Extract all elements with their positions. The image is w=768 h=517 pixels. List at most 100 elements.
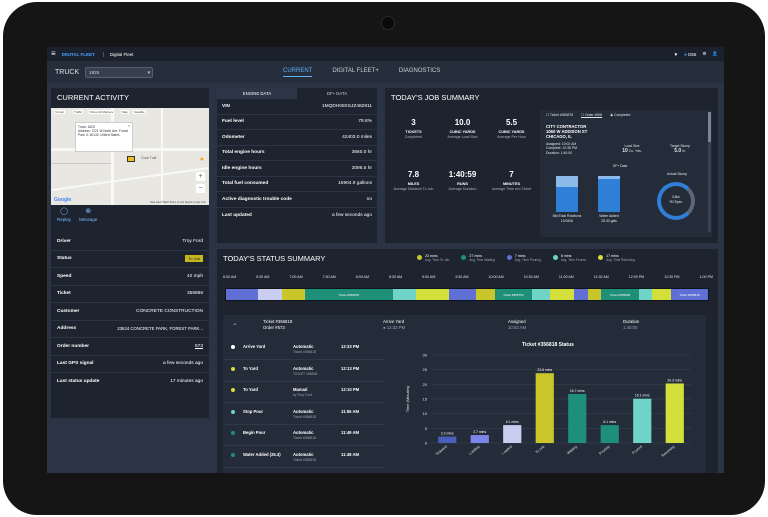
tab-digital-fleet-plus[interactable]: DIGITAL FLEET+ <box>332 68 379 74</box>
row-key: Order number <box>57 343 89 349</box>
zoom-out-button[interactable]: − <box>196 184 205 193</box>
pegman-icon[interactable]: ● <box>199 156 204 163</box>
load-size-info: Load Size 10 Cu. Yds. <box>612 144 652 153</box>
timeline-segment[interactable]: Ticket #356878 <box>304 289 393 300</box>
timeline-segment[interactable] <box>416 289 449 300</box>
event-source: Manual <box>293 387 308 392</box>
close-icon[interactable]: × <box>128 124 130 128</box>
info-label: Water Added <box>599 214 619 218</box>
timeline-segment[interactable] <box>281 289 305 300</box>
tab-df-plus-data[interactable]: DF+ DATA <box>326 91 348 96</box>
map-footer[interactable]: Map data ©2022 Terms of Use Report a map… <box>150 201 206 204</box>
zoom-in-button[interactable]: + <box>196 172 205 181</box>
legend-ticket[interactable]: ☐ Ticket #356878 <box>546 113 573 117</box>
detail-label: Duration <box>623 319 640 324</box>
activity-rows: Driver Troy Ford Status To Job Speed 42 mph… <box>51 233 209 391</box>
google-logo: Google <box>54 197 72 203</box>
event-detail: Ticket #356818 <box>293 436 317 440</box>
replay-button[interactable]: ◯ Replay <box>57 207 71 231</box>
hamburger-menu-icon[interactable]: ≡ <box>51 49 56 58</box>
timeline-segment[interactable] <box>638 289 653 300</box>
timeline-segment[interactable] <box>476 289 495 300</box>
job-summary-panel: TODAY'S JOB SUMMARY 3 TICKETS Completed 10… <box>385 88 718 243</box>
timeline-segment[interactable] <box>550 289 574 300</box>
timeline-segment[interactable]: Ticket #356818 <box>670 289 709 300</box>
legend-sub: Avg. Time Returning <box>606 258 635 262</box>
stat-minutes: 7 MINUTES Average Time w/o Ticket <box>487 170 536 192</box>
event-dot <box>231 452 235 457</box>
tab-current[interactable]: CURRENT <box>283 68 313 77</box>
detail-value: 1:40:00 <box>623 324 638 330</box>
tab-diagnostics[interactable]: DIAGNOSTICS <box>398 68 441 74</box>
timeline-segment[interactable] <box>258 289 282 300</box>
info-value: 12/0206 <box>560 218 574 223</box>
legend-order[interactable]: ☐ Order #906 <box>580 113 603 117</box>
job-summary-title: TODAY'S JOB SUMMARY <box>391 93 480 102</box>
meta-line: Assigned: 10:02 AM <box>546 142 577 146</box>
legend-value: 7 mins <box>514 254 526 258</box>
row-key: Address <box>57 326 77 332</box>
chart-title: Ticket #356818 Status <box>522 342 574 348</box>
info-unit: in. <box>682 148 686 153</box>
event-dot <box>231 388 235 392</box>
map-tab-traffic[interactable]: Traffic <box>73 110 84 114</box>
map-tab-satellite[interactable]: Satellite <box>133 110 146 114</box>
timeline-segment[interactable] <box>531 289 551 300</box>
event-source: Automatic <box>293 365 314 371</box>
collapse-icon[interactable]: − <box>233 322 237 328</box>
timeline-segment[interactable] <box>392 289 417 300</box>
legend-value: 17 mins <box>606 254 619 258</box>
message-button[interactable]: ⊗ Message <box>79 207 97 231</box>
user-icon[interactable]: 👤 <box>712 51 718 56</box>
timeline-segment[interactable] <box>652 289 671 300</box>
row-key: Status <box>57 256 72 262</box>
scrollbar[interactable] <box>708 112 711 232</box>
stat-sub: Average Load Size <box>447 135 478 139</box>
data-label: 2.7 mins <box>473 430 486 434</box>
engine-row: Idle engine hours 2096.5 hr <box>217 161 377 177</box>
engine-key: Total fuel consumed <box>222 181 269 187</box>
row-value: 356866 <box>186 291 203 297</box>
timeline-segment[interactable]: Ticket #356806 <box>601 289 639 300</box>
timeline-times: 6:00 AM 6:30 AM 7:00 AM 7:30 AM 8:00 AM 8:30 … <box>223 275 713 279</box>
map-tab-show-all[interactable]: Show All Markers <box>89 110 115 114</box>
legend-value: 23 mins <box>425 254 438 258</box>
row-value: a few seconds ago <box>162 361 203 367</box>
row-driver: Driver Troy Ford <box>51 233 209 251</box>
filter-icon[interactable]: ▼ <box>673 51 679 57</box>
timeline-time: 11:00 AM <box>558 275 574 279</box>
map-place-label: Cook Trail <box>141 156 157 160</box>
truck-marker-icon[interactable] <box>127 156 135 162</box>
detail-order-number: Order #573 <box>263 324 285 330</box>
map[interactable]: Terrain Traffic Show All Markers Map Sat… <box>51 108 209 205</box>
row-last-status: Last status update 17 minutes ago <box>51 373 209 391</box>
tab-engine-data[interactable]: ENGINE DATA <box>217 88 297 99</box>
engine-key: Total engine hours <box>222 150 265 156</box>
status-indicator[interactable]: ● D55 <box>684 51 697 57</box>
engine-key: VIN <box>222 103 230 109</box>
event-row: To Yard Automatic TICKET 356818 12:13 PM <box>223 361 385 382</box>
timeline-segment[interactable]: Ticket #356754 <box>494 289 532 300</box>
timeline-segment[interactable] <box>573 289 588 300</box>
engine-key: Last updated <box>222 212 252 218</box>
engine-row: Active diagnostic trouble code no <box>217 192 377 208</box>
y-tick-label: 5 <box>425 426 428 431</box>
timeline-segment[interactable] <box>226 289 259 300</box>
map-tab-map[interactable]: Map <box>121 110 129 114</box>
truck-select[interactable]: 1825 <box>85 66 154 78</box>
timeline-segment[interactable] <box>587 289 602 300</box>
detail-arrive: Arrive Yard ● 12:33 PM <box>383 319 406 330</box>
row-key: Customer <box>57 308 80 314</box>
gear-icon[interactable]: ⚙ <box>702 51 707 56</box>
sub-bar: TRUCK 1825 <box>47 61 724 83</box>
map-tab-terrain[interactable]: Terrain <box>54 110 66 114</box>
data-label: 23.8 mins <box>537 368 552 372</box>
order-number-link[interactable]: 573 <box>194 343 203 349</box>
mix-info: Mix/Total Rotations 12/0206 <box>546 214 588 223</box>
chart-ylabel: Time (Minutes) <box>405 385 410 412</box>
bar <box>438 436 457 443</box>
timeline-segment[interactable] <box>448 289 477 300</box>
bar <box>503 425 522 443</box>
timeline-bar[interactable]: Ticket #356878 Ticket #356754 Ticket #35… <box>225 288 709 301</box>
row-key: Last status update <box>57 379 100 385</box>
